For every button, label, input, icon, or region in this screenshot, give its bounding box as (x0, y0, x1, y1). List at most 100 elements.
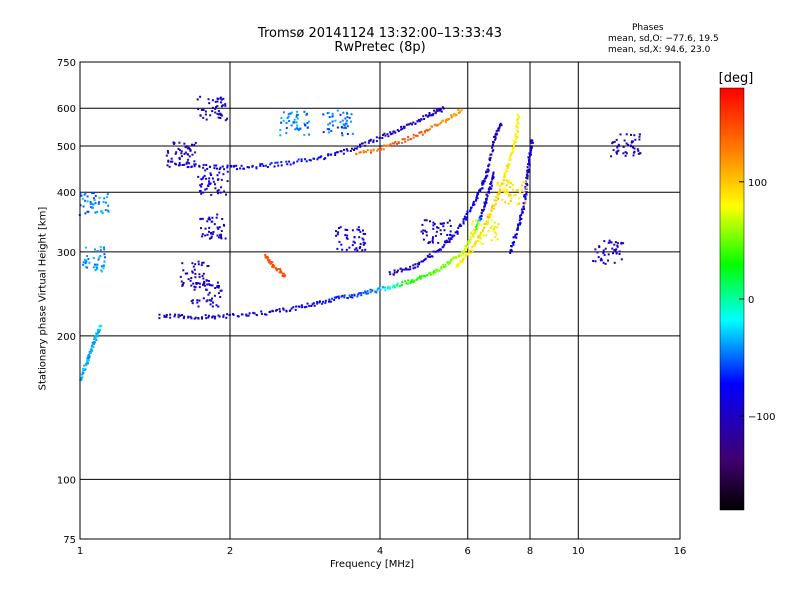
data-point (290, 124, 293, 127)
data-point (633, 147, 636, 150)
data-point (178, 156, 181, 159)
data-point (106, 196, 109, 199)
data-point (90, 351, 93, 354)
data-point (180, 152, 183, 155)
data-point (376, 149, 379, 152)
grid-lines (80, 62, 680, 539)
phases-heading: Phases (632, 23, 664, 33)
x-axis-ticks: 1 2 4 6 8 10 16 (77, 546, 687, 557)
data-point (515, 236, 518, 239)
data-point (166, 164, 169, 167)
data-point (348, 246, 351, 249)
data-point (214, 107, 217, 110)
data-point (217, 286, 220, 289)
data-point (431, 239, 434, 242)
data-point (490, 209, 493, 212)
data-point (442, 107, 445, 110)
data-point (495, 129, 498, 132)
data-point (171, 160, 174, 163)
data-point (518, 115, 521, 118)
data-point (445, 119, 447, 122)
data-point (223, 168, 226, 171)
data-point (82, 368, 85, 370)
data-point (285, 160, 288, 163)
data-point (369, 288, 372, 291)
data-point (200, 185, 203, 188)
data-point (102, 200, 105, 203)
data-point (456, 265, 459, 268)
data-point (246, 166, 249, 169)
data-point (207, 316, 210, 319)
data-point (220, 98, 223, 101)
data-point (293, 161, 295, 164)
data-point (488, 186, 491, 189)
data-point (316, 301, 319, 303)
data-point (226, 117, 229, 120)
data-point (592, 260, 595, 262)
data-point (365, 292, 368, 295)
data-point (351, 294, 353, 297)
data-point (627, 143, 629, 146)
data-point (396, 282, 399, 285)
data-point (198, 286, 201, 289)
data-point (494, 231, 497, 234)
data-point (180, 155, 183, 158)
data-point (362, 241, 365, 244)
data-point (353, 149, 355, 151)
data-point (434, 234, 437, 237)
data-point (636, 148, 639, 151)
data-point (186, 161, 189, 164)
data-point (355, 153, 358, 156)
data-point (524, 182, 527, 185)
data-point (405, 267, 408, 270)
data-point (455, 266, 458, 269)
data-point (217, 292, 220, 295)
data-point (252, 311, 255, 314)
data-point (491, 205, 493, 208)
data-point (217, 109, 220, 112)
data-point (413, 280, 415, 283)
data-point (417, 118, 420, 121)
data-point (364, 144, 367, 147)
data-point (194, 163, 197, 166)
data-point (191, 271, 194, 274)
data-point (612, 149, 615, 152)
data-point (474, 228, 477, 231)
data-point (625, 142, 628, 145)
data-point (603, 240, 606, 243)
data-point (213, 294, 216, 297)
data-point (524, 185, 527, 188)
data-point (475, 195, 478, 197)
data-point (498, 185, 501, 188)
data-point (485, 193, 488, 196)
data-point (403, 138, 406, 141)
data-point (511, 188, 514, 191)
data-point (201, 316, 203, 319)
data-point (461, 251, 464, 254)
data-point (602, 261, 605, 264)
data-point (372, 139, 375, 142)
data-point (178, 141, 181, 144)
data-point (96, 335, 99, 338)
data-point (530, 148, 533, 151)
data-point (396, 271, 398, 274)
data-point (308, 304, 311, 307)
data-point (484, 200, 487, 203)
data-point (331, 112, 334, 115)
data-point (282, 308, 285, 311)
data-point (186, 272, 189, 275)
data-point (513, 241, 516, 243)
data-point (220, 237, 223, 240)
data-point (506, 190, 509, 193)
data-point (165, 314, 168, 316)
data-point (90, 202, 93, 205)
data-point (92, 257, 95, 260)
data-point (87, 357, 90, 360)
data-point (280, 161, 283, 164)
data-point (296, 113, 299, 116)
data-point (98, 201, 100, 204)
data-point (483, 223, 486, 225)
data-point (288, 120, 291, 122)
data-point (279, 310, 281, 313)
data-point (292, 121, 295, 124)
